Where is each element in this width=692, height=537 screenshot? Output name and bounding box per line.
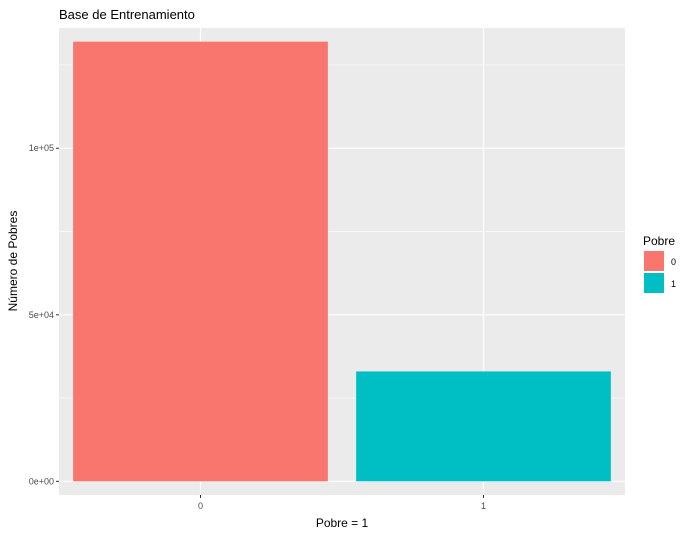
x-tick-label: 1 <box>481 501 486 511</box>
y-axis-title: Número de Pobres <box>6 211 20 312</box>
y-tick-label: 1e+05 <box>29 143 54 153</box>
bar-1 <box>356 371 611 482</box>
legend-key-1 <box>644 273 664 293</box>
bars <box>73 41 611 482</box>
legend: Pobre 01 <box>643 234 676 293</box>
legend-title: Pobre <box>643 234 675 248</box>
legend-label: 0 <box>671 257 676 267</box>
legend-items: 01 <box>644 251 676 293</box>
legend-label: 1 <box>671 279 676 289</box>
chart-title: Base de Entrenamiento <box>59 7 195 22</box>
bar-0 <box>73 41 328 482</box>
legend-key-0 <box>644 251 664 271</box>
x-tick-label: 0 <box>198 501 203 511</box>
x-axis-title: Pobre = 1 <box>316 516 369 530</box>
y-tick-label: 0e+00 <box>29 476 54 486</box>
y-axis: 0e+00 5e+04 1e+05 <box>29 143 59 486</box>
y-tick-label: 5e+04 <box>29 310 54 320</box>
